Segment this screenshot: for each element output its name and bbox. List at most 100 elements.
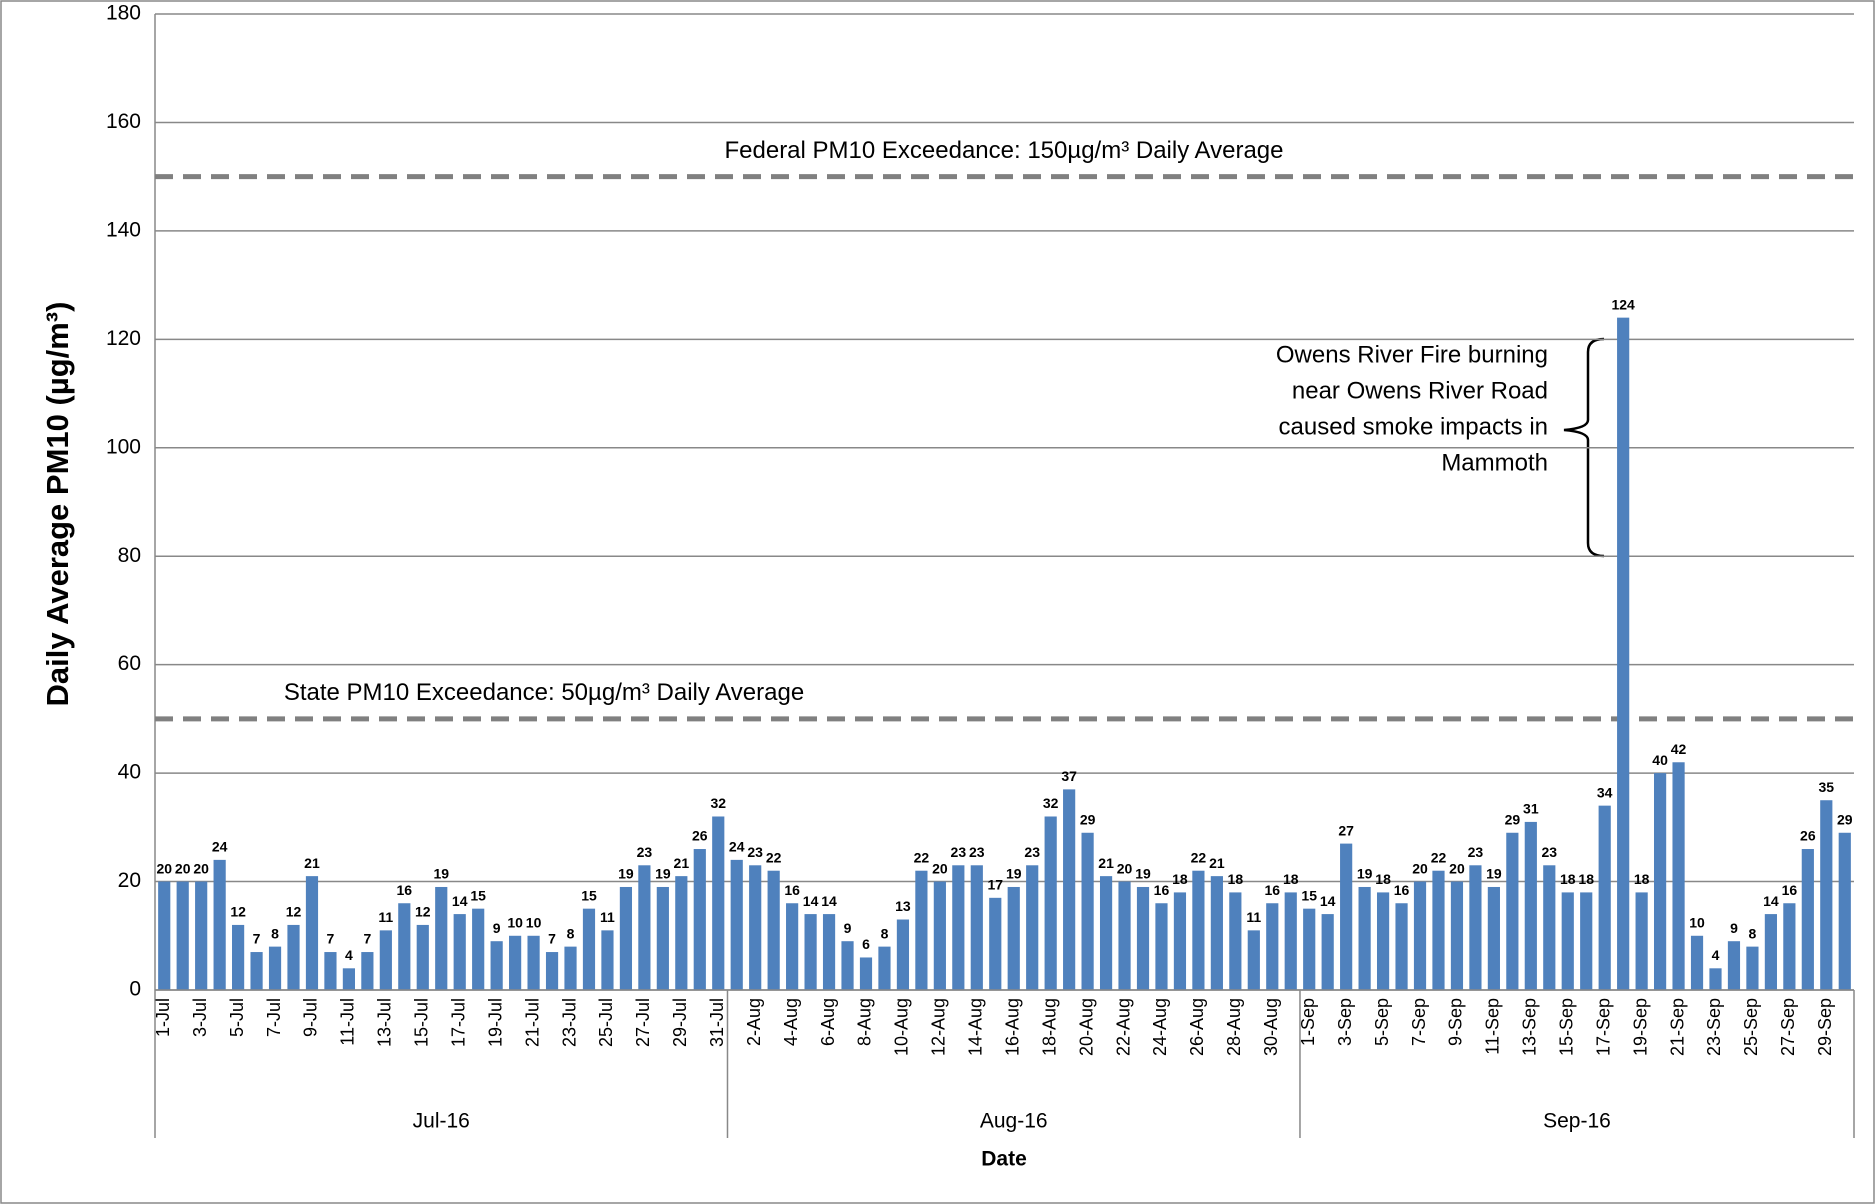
bar [232,924,245,990]
value-label: 20 [175,860,191,876]
value-label: 40 [1652,752,1668,768]
x-tick-label: 19-Sep [1630,998,1650,1056]
x-tick-label: 5-Jul [227,998,247,1037]
y-tick-label: 180 [106,2,141,25]
value-label: 34 [1597,784,1613,800]
bar [1303,908,1316,990]
x-tick-label: 3-Jul [190,998,210,1037]
annotation-text: Owens River Fire burning [1276,341,1548,368]
x-axis-title: Date [981,1148,1027,1171]
x-tick-label: 17-Jul [448,998,468,1047]
bar [841,941,854,990]
value-label: 124 [1611,296,1635,312]
value-label: 42 [1671,741,1687,757]
bar [712,816,725,990]
value-label: 19 [1006,866,1022,882]
bar [952,865,965,990]
bar [213,859,226,990]
value-label: 20 [156,860,172,876]
x-tick-label: 23-Sep [1704,998,1724,1056]
bar [1173,892,1187,990]
value-label: 18 [1172,871,1188,887]
value-label: 12 [230,904,246,920]
bar [472,908,485,990]
x-tick-label: 15-Sep [1557,998,1577,1056]
bar [1099,876,1113,990]
value-label: 24 [212,839,228,855]
value-label: 7 [363,931,371,947]
bar [1543,865,1556,990]
value-label: 16 [1264,882,1280,898]
value-label: 10 [1689,914,1705,930]
bar [859,957,873,990]
value-label: 21 [674,855,690,871]
x-tick-label: 9-Jul [301,998,321,1037]
bar [1432,870,1445,990]
bar [1617,317,1630,991]
y-tick-label: 100 [106,435,141,458]
value-label: 23 [1541,844,1557,860]
value-label: 4 [345,947,353,963]
x-tick-label: 18-Aug [1039,998,1059,1056]
value-label: 7 [327,931,335,947]
value-label: 21 [304,855,320,871]
bar [878,946,891,990]
value-label: 14 [803,893,819,909]
value-label: 21 [1098,855,1114,871]
x-tick-label: 25-Jul [596,998,616,1047]
bar [1376,892,1390,990]
value-label: 17 [987,877,1003,893]
group-label: Jul-16 [413,1110,470,1133]
bar [342,968,356,990]
x-tick-label: 15-Jul [412,998,432,1047]
bar [619,886,633,990]
annotation-text: caused smoke impacts in [1279,413,1548,440]
value-label: 13 [895,898,911,914]
value-label: 23 [1468,844,1484,860]
x-tick-label: 1-Sep [1298,998,1318,1046]
value-label: 9 [844,920,852,936]
bar [1007,886,1020,990]
value-label: 19 [618,866,634,882]
x-tick-label: 22-Aug [1113,998,1133,1056]
y-tick-label: 20 [118,869,141,892]
x-tick-label: 7-Jul [264,998,284,1037]
value-label: 23 [747,844,763,860]
x-tick-label: 21-Jul [522,998,542,1047]
bar [1284,892,1297,990]
bar [1801,849,1814,990]
bar [1266,903,1279,990]
value-label: 29 [1505,811,1521,827]
value-label: 11 [600,909,615,925]
bar [1340,843,1353,990]
value-label: 29 [1080,811,1096,827]
x-tick-label: 11-Jul [338,998,358,1046]
value-label: 26 [692,828,708,844]
bar [601,930,614,990]
bar [1764,914,1777,990]
value-label: 14 [1763,893,1779,909]
value-label: 22 [1431,849,1447,865]
bar [490,941,503,990]
bar [305,876,319,990]
x-tick-label: 26-Aug [1187,998,1207,1056]
x-tick-label: 19-Jul [485,998,505,1047]
bar [1524,821,1537,990]
x-tick-label: 7-Sep [1409,998,1429,1046]
value-label: 20 [932,860,948,876]
bar [435,886,448,990]
x-tick-label: 12-Aug [929,998,949,1056]
value-label: 12 [415,904,431,920]
value-label: 18 [1375,871,1391,887]
value-label: 32 [710,795,726,811]
y-tick-label: 80 [118,544,141,567]
bar [693,849,706,990]
value-label: 22 [766,849,782,865]
value-label: 11 [1246,909,1261,925]
bar [361,952,374,990]
bar [1506,832,1519,990]
annotation-text: Mammoth [1441,449,1548,476]
bar [1709,968,1722,990]
value-label: 20 [1117,860,1133,876]
x-tick-label: 4-Aug [781,998,801,1046]
